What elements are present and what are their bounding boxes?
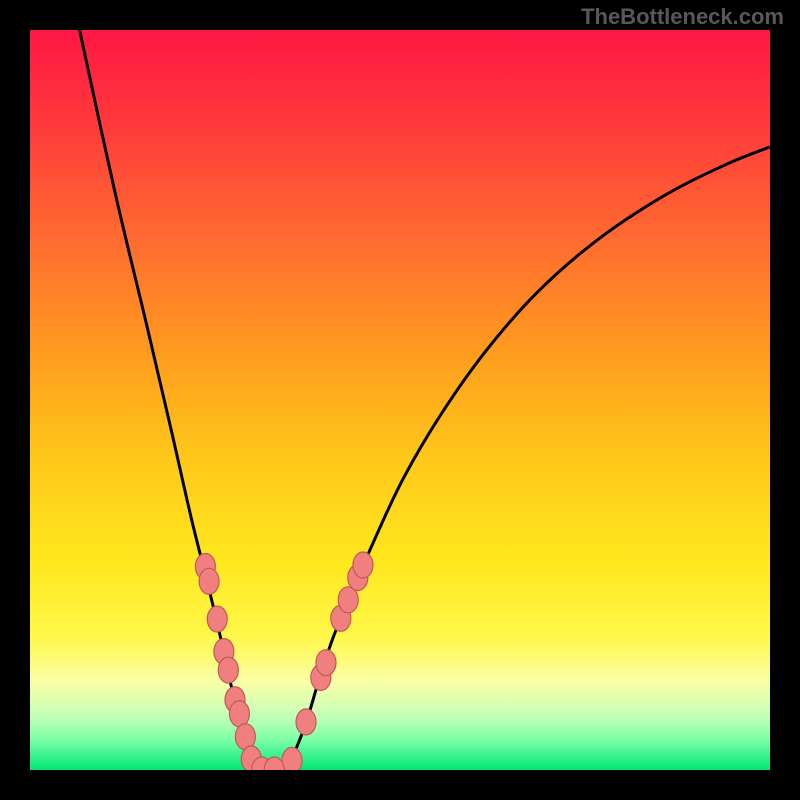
scatter-point	[207, 606, 227, 632]
scatter-point	[229, 701, 249, 727]
chart-svg	[30, 30, 770, 770]
scatter-point	[199, 568, 219, 594]
plot-area	[30, 30, 770, 770]
scatter-point	[282, 747, 302, 770]
scatter-point	[316, 650, 336, 676]
gradient-background	[30, 30, 770, 770]
scatter-point	[296, 709, 316, 735]
scatter-point	[353, 552, 373, 578]
scatter-point	[218, 657, 238, 683]
watermark-text: TheBottleneck.com	[581, 4, 784, 30]
